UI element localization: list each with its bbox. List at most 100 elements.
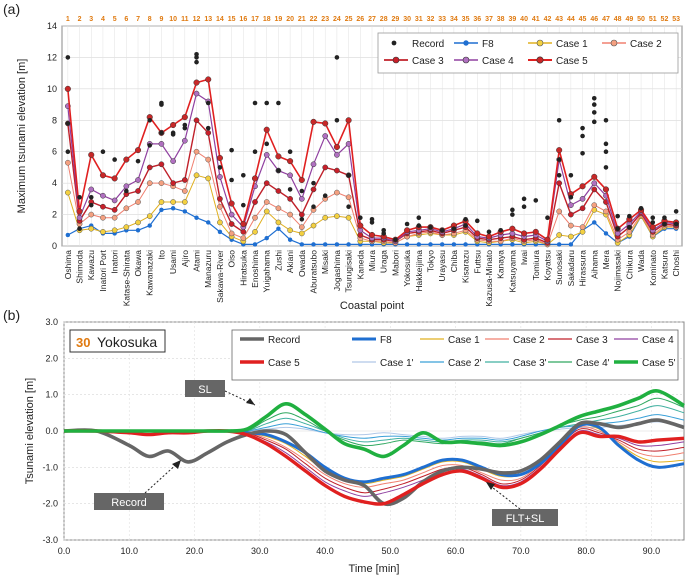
- point-number: 42: [544, 16, 552, 23]
- point-case-3: [111, 207, 118, 213]
- point-case-2: [205, 156, 212, 163]
- point-case-2: [100, 214, 106, 221]
- point-case-5: [310, 118, 317, 125]
- legend-item-b-case-1-prime: Case 1': [352, 358, 414, 369]
- point-case-5: [76, 208, 83, 215]
- record-point: [510, 207, 515, 213]
- station-box: 30 Yokosuka: [69, 329, 166, 353]
- panel-a-y-ticks: 0 2 4 6 8 10 12 14: [47, 21, 57, 251]
- annotation-sl-text: SL: [198, 384, 211, 396]
- record-point: [591, 119, 597, 125]
- annotation-flt-sl-box: [492, 509, 558, 526]
- record-point: [182, 125, 188, 131]
- record-point: [334, 55, 340, 60]
- point-case-4: [591, 180, 598, 186]
- record-point: [369, 220, 375, 225]
- point-case-1: [181, 199, 188, 205]
- panel-b-x-tick-label: 90.0: [643, 546, 661, 556]
- point-case-2: [334, 189, 340, 196]
- record-point: [194, 59, 199, 65]
- point-number: 47: [602, 16, 610, 23]
- panel-b-y-tick-label: 0.0: [45, 426, 58, 436]
- panel-a-legend-box: [377, 32, 679, 74]
- point-number: 28: [380, 16, 388, 23]
- record-point: [205, 100, 211, 106]
- point-number: 36: [473, 16, 481, 23]
- point-case-2: [123, 205, 130, 212]
- record-point: [311, 180, 316, 186]
- point-case-2: [158, 180, 165, 186]
- panel-b-ticks: -3.0 -2.0 -1.0 0.0 1.0 2.0 3.0 0.0 10.0 20.0 30.0 4…: [42, 317, 660, 556]
- point-number: 48: [614, 16, 622, 23]
- record-point: [474, 218, 480, 224]
- record-point: [638, 205, 644, 211]
- legend-marker: [391, 40, 397, 46]
- coastal-point-label: Tomiura: [531, 250, 541, 281]
- record-point: [299, 216, 305, 222]
- record-point: [650, 215, 656, 221]
- legend-label: Case 5: [268, 358, 300, 369]
- panel-b-x-tick-label: 70.0: [512, 546, 530, 556]
- point-case-2: [626, 229, 633, 235]
- point-number: 44: [567, 16, 575, 23]
- record-point: [252, 149, 258, 155]
- point-number: 19: [275, 16, 283, 23]
- legend-item-f8: F8: [454, 39, 494, 50]
- coastal-point-label: Katase-Shirata: [121, 250, 131, 306]
- legend-marker: [462, 56, 470, 64]
- coastal-point-label: Katsuyama: [507, 250, 517, 293]
- coastal-point-label: Kisarazu: [461, 250, 471, 283]
- point-case-3: [322, 164, 329, 171]
- record-point: [287, 187, 293, 192]
- panel-a-y-axis-label: Maximum tsunami elevation [m]: [16, 59, 28, 214]
- record-point: [603, 117, 609, 123]
- legend-label: Case 1: [556, 39, 588, 50]
- coastal-point-label: Ajiro: [180, 250, 190, 267]
- point-case-1: [345, 214, 352, 221]
- point-number: 22: [310, 16, 318, 23]
- legend-item-case-2: Case 2: [602, 39, 662, 50]
- point-number: 37: [485, 16, 493, 23]
- record-point: [229, 147, 234, 153]
- record-point: [580, 133, 585, 139]
- coastal-point-label: Sakawa-River: [215, 250, 225, 303]
- station-number: 30: [76, 335, 90, 350]
- point-number: 24: [333, 16, 341, 23]
- coastal-point-label: Oshima: [63, 250, 73, 280]
- coastal-point-label: Kominato: [648, 250, 658, 286]
- coastal-point-label: Misaki: [320, 250, 330, 274]
- record-point: [556, 172, 562, 178]
- panel-b-x-tick-label: 80.0: [577, 546, 595, 556]
- point-case-5: [240, 220, 247, 228]
- coastal-point-label: Owada: [297, 250, 307, 277]
- legend-item-case-5: Case 5: [528, 56, 588, 67]
- record-point: [65, 55, 71, 60]
- point-f8: [264, 235, 269, 241]
- record-point: [416, 223, 422, 228]
- coastal-point-label: Yuigahama: [262, 250, 272, 293]
- point-case-4: [263, 152, 270, 158]
- series-line-b-case-5-prime: [64, 389, 685, 459]
- coastal-point-label: Inatori Port: [98, 249, 108, 291]
- point-number: 14: [216, 16, 224, 23]
- panel-b-legend: Record F8 Case 1 Case 2 Case 3 Case 4 Case 5 Ca…: [231, 329, 679, 381]
- record-point: [276, 100, 281, 106]
- point-case-3: [357, 232, 364, 238]
- point-case-5: [228, 200, 235, 207]
- record-point: [159, 102, 164, 107]
- point-number: 26: [356, 16, 364, 23]
- record-point: [100, 149, 106, 155]
- coastal-point-label: Kawazu: [86, 250, 96, 281]
- point-f8: [217, 229, 223, 235]
- coastal-point-label: Aihama: [589, 250, 599, 279]
- point-case-5: [251, 175, 259, 182]
- panel-b-x-tick-label: 40.0: [316, 546, 334, 556]
- point-case-1: [64, 189, 71, 196]
- point-f8: [451, 242, 457, 247]
- point-case-3: [287, 196, 293, 202]
- panel-a-y-tick-label: 0: [52, 241, 57, 251]
- record-point: [603, 149, 609, 155]
- point-number: 23: [321, 16, 329, 23]
- point-case-3: [240, 229, 247, 235]
